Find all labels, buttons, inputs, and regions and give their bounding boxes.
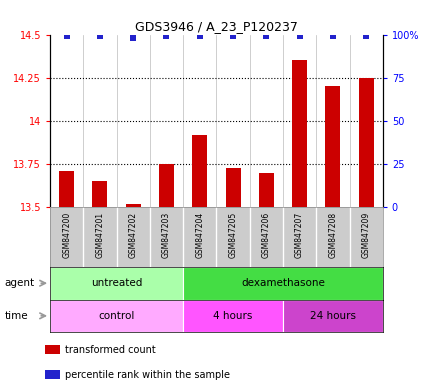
Bar [125,204,140,207]
Bar [183,267,382,300]
Point [329,33,335,40]
Text: GSM847200: GSM847200 [62,212,71,258]
Bar [292,61,306,207]
Text: GSM847201: GSM847201 [95,212,104,258]
Bar [45,345,60,354]
Text: GSM847209: GSM847209 [361,212,370,258]
Text: GSM847202: GSM847202 [128,212,138,258]
Text: GSM847204: GSM847204 [195,212,204,258]
Bar [358,78,373,207]
Bar [325,86,339,207]
Point [296,33,302,40]
Title: GDS3946 / A_23_P120237: GDS3946 / A_23_P120237 [135,20,297,33]
Text: GSM847203: GSM847203 [161,212,171,258]
Bar [225,168,240,207]
Bar [50,267,183,300]
Bar [258,173,273,207]
Point [229,33,236,40]
Text: 4 hours: 4 hours [213,311,252,321]
Bar [283,300,382,332]
Point [196,33,203,40]
Bar [45,370,60,379]
Bar [159,164,174,207]
Point [96,33,103,40]
Bar [50,300,183,332]
Text: agent: agent [4,278,34,288]
Text: time: time [4,311,28,321]
Text: transformed count: transformed count [65,345,156,355]
Text: GSM847205: GSM847205 [228,212,237,258]
Text: GSM847208: GSM847208 [328,212,337,258]
Bar [192,135,207,207]
Text: GSM847206: GSM847206 [261,212,270,258]
Point [63,33,70,40]
Text: percentile rank within the sample: percentile rank within the sample [65,370,230,380]
Bar [59,171,74,207]
Point [262,33,269,40]
Text: 24 hours: 24 hours [309,311,355,321]
Bar [183,300,283,332]
Point [362,33,369,40]
Point [129,35,136,41]
Point [163,33,170,40]
Text: GSM847207: GSM847207 [294,212,303,258]
Text: control: control [98,311,135,321]
Text: untreated: untreated [91,278,142,288]
Text: dexamethasone: dexamethasone [240,278,324,288]
Bar [92,182,107,207]
